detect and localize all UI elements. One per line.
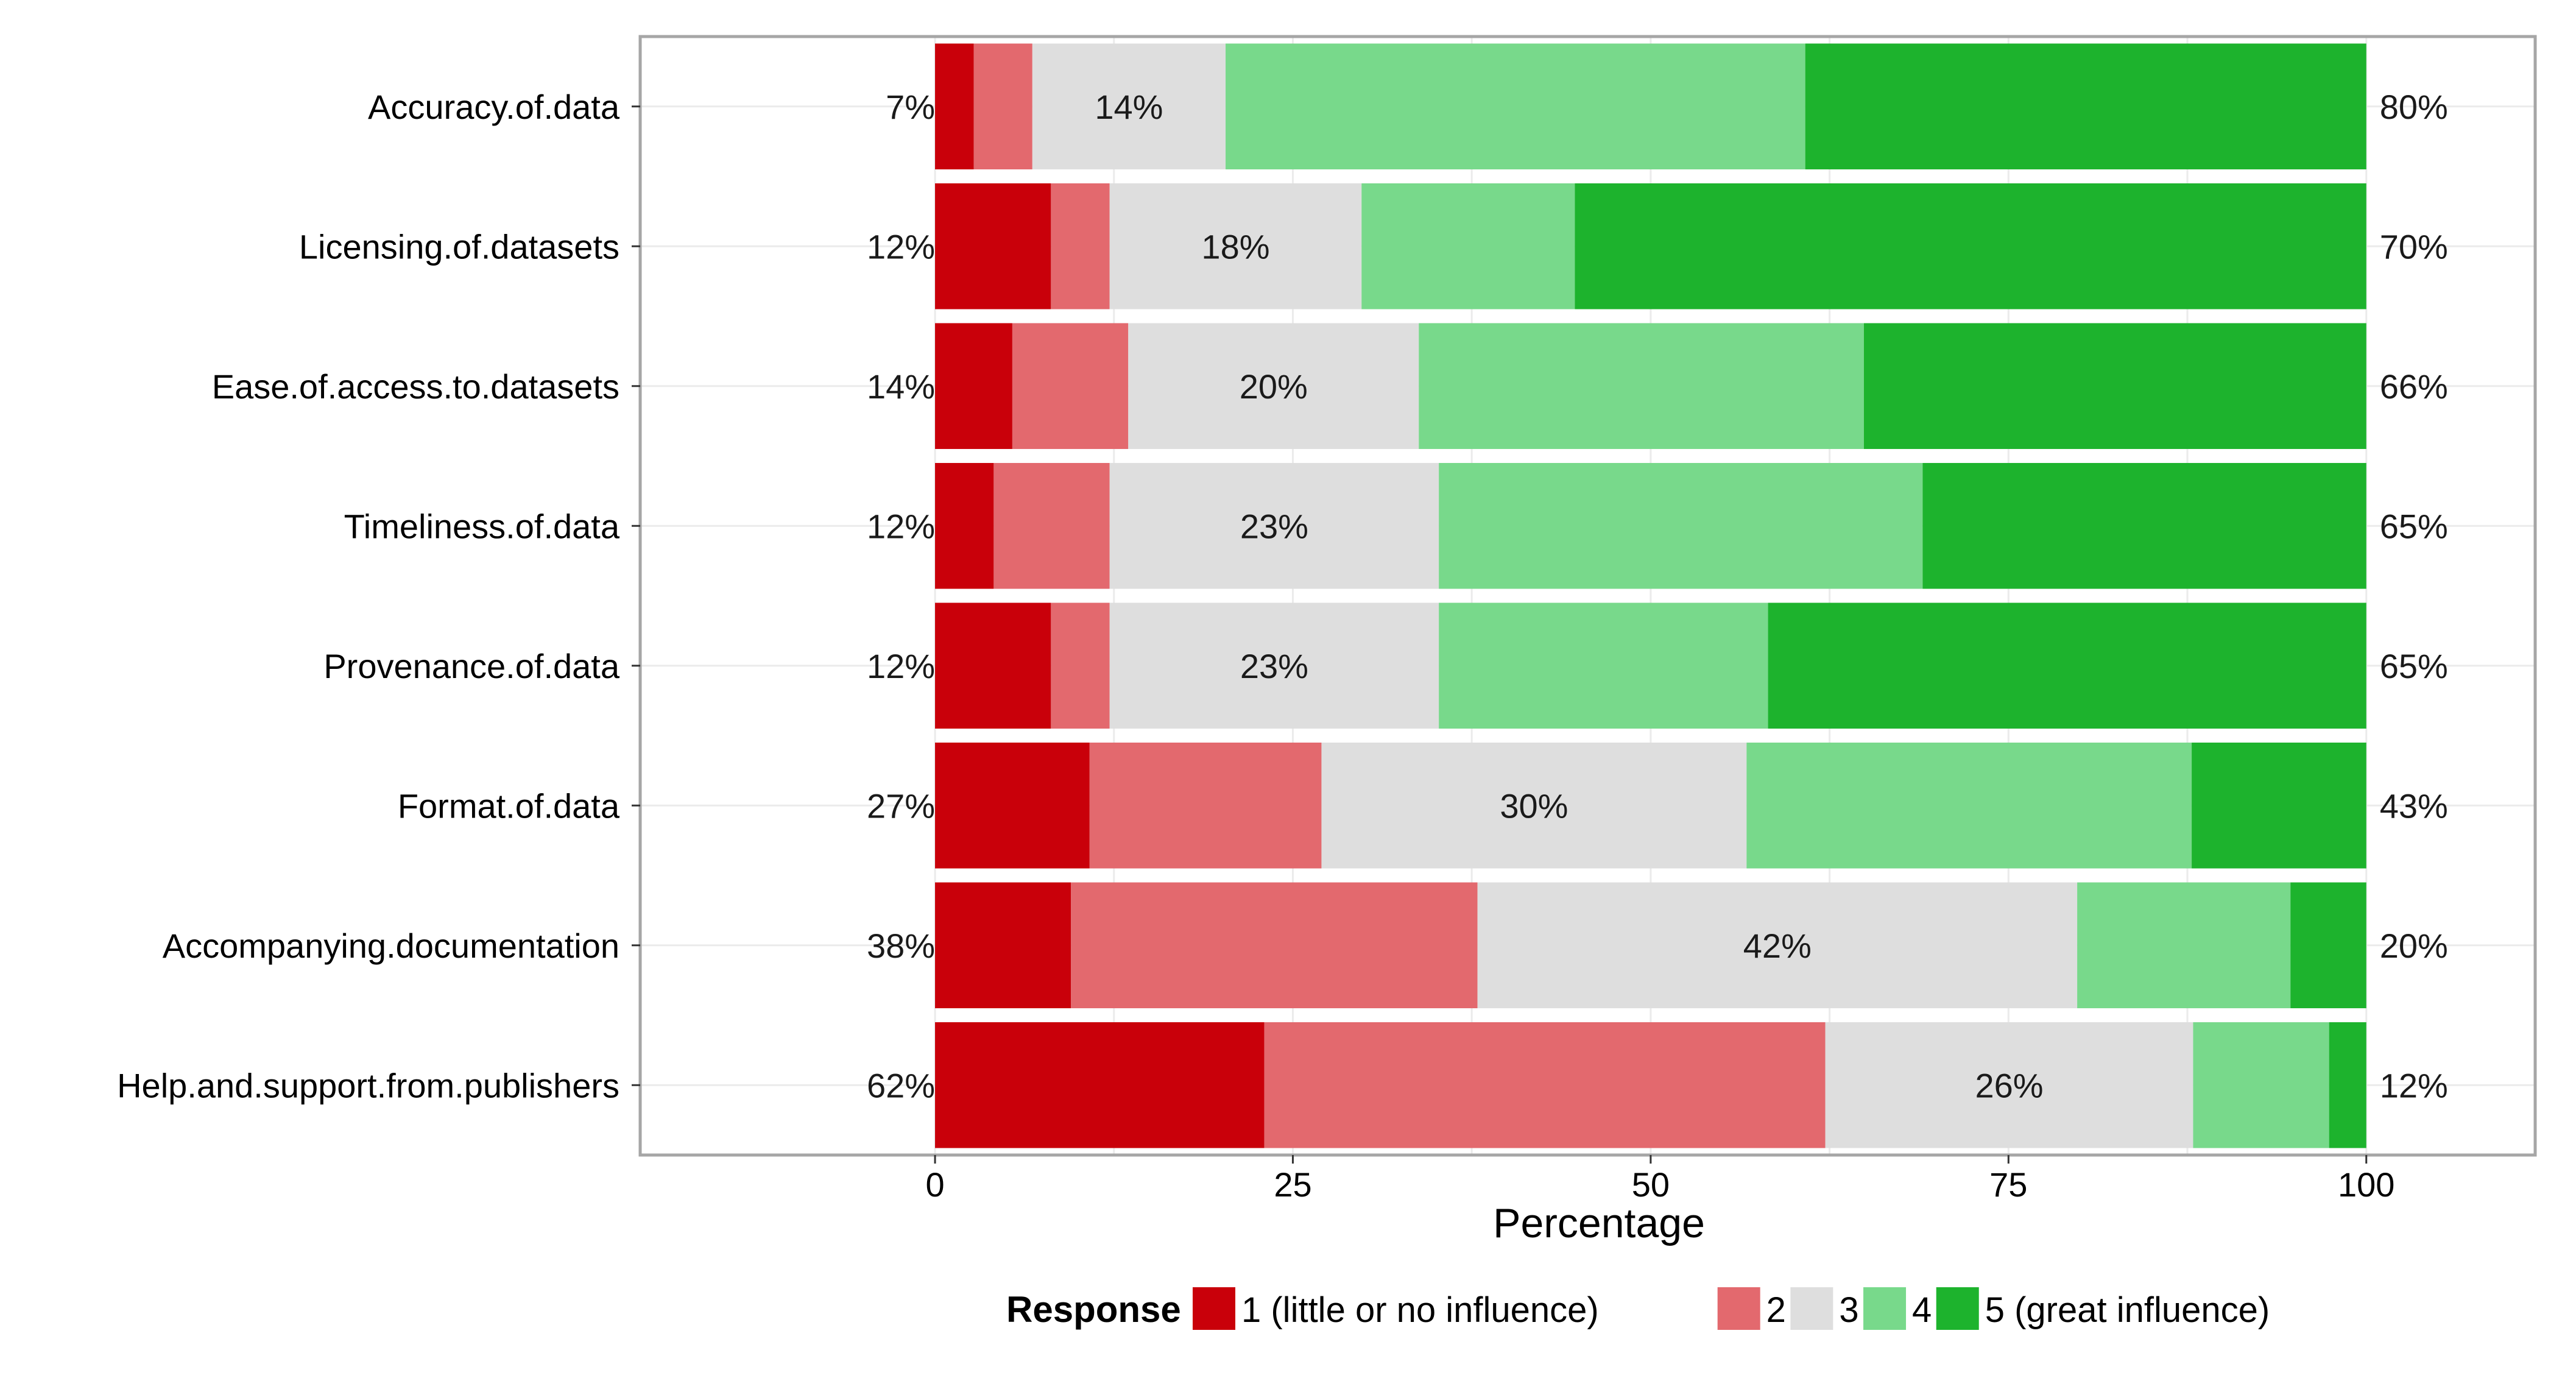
low-percent-label: 12%: [867, 507, 935, 545]
bar-segment: [935, 882, 1071, 1009]
low-percent-label: 27%: [867, 786, 935, 825]
x-axis-ticks: 0 25 50 75 100: [925, 1155, 2394, 1204]
bar-segment: [1128, 323, 1419, 450]
legend: Response 1 (little or no influence) 2 3 4 5 (…: [1006, 1287, 2270, 1330]
bar-segment: [1321, 742, 1747, 869]
x-tick-label: 75: [1989, 1165, 2027, 1204]
bar-segment: [935, 462, 994, 589]
category-labels: Accuracy.of.data Licensing.of.datasets Eas…: [117, 88, 640, 1104]
category-label: Timeliness.of.data: [344, 507, 620, 545]
neutral-percent-label: 23%: [1240, 507, 1308, 545]
bar-segment: [2193, 1022, 2329, 1148]
high-percent-label: 43%: [2380, 786, 2448, 825]
bar-segment: [1768, 602, 2366, 729]
category-label: Ease.of.access.to.datasets: [212, 367, 619, 406]
bar-segment: [1477, 882, 2078, 1009]
bar-segment: [935, 602, 1051, 729]
neutral-percent-label: 20%: [1240, 367, 1308, 406]
category-label: Accompanying.documentation: [163, 927, 619, 965]
high-percent-label: 20%: [2380, 927, 2448, 965]
low-percent-label: 62%: [867, 1066, 935, 1104]
legend-label: 3: [1839, 1290, 1858, 1330]
neutral-percent-label: 42%: [1743, 927, 1812, 965]
category-label: Format.of.data: [398, 786, 620, 825]
high-percent-label: 66%: [2380, 367, 2448, 406]
low-percent-label: 38%: [867, 927, 935, 965]
bar-segment: [1264, 1022, 1826, 1148]
legend-swatch: [1193, 1287, 1235, 1330]
bar-segment: [2290, 882, 2366, 1009]
bar-segment: [1863, 323, 2366, 450]
bar-segment: [1109, 183, 1362, 309]
bar-segment: [1051, 183, 1110, 309]
panel-border: [638, 35, 2537, 1157]
data-labels: 7% 14% 80% 12% 18% 70% 14% 20% 66% 12% 23% 65% 12% 23…: [867, 88, 2448, 1105]
bars: [935, 43, 2366, 1148]
bar-segment: [1439, 462, 1923, 589]
high-percent-label: 70%: [2380, 227, 2448, 266]
low-percent-label: 14%: [867, 367, 935, 406]
bar-segment: [1825, 1022, 2193, 1148]
bar-segment: [2077, 882, 2291, 1009]
bar-segment: [1089, 742, 1322, 869]
bar-segment: [2192, 742, 2366, 869]
bar-segment: [935, 183, 1051, 309]
bar-segment: [1071, 882, 1478, 1009]
low-percent-label: 12%: [867, 647, 935, 685]
x-tick-label: 25: [1274, 1165, 1311, 1204]
bar-segment: [1922, 462, 2366, 589]
neutral-percent-label: 30%: [1500, 786, 1568, 825]
legend-swatch: [1936, 1287, 1979, 1330]
bar-segment: [1575, 183, 2366, 309]
bar-segment: [1419, 323, 1864, 450]
high-percent-label: 12%: [2380, 1066, 2448, 1104]
neutral-percent-label: 23%: [1240, 647, 1308, 685]
bar-segment: [1051, 602, 1110, 729]
bar-segment: [1746, 742, 2192, 869]
legend-label: 4: [1912, 1290, 1932, 1330]
legend-label: 1 (little or no influence): [1241, 1290, 1599, 1330]
neutral-percent-label: 14%: [1095, 88, 1163, 126]
bar-segment: [1805, 43, 2366, 170]
x-tick-label: 50: [1632, 1165, 1670, 1204]
high-percent-label: 65%: [2380, 647, 2448, 685]
bar-segment: [1012, 323, 1129, 450]
category-label: Help.and.support.from.publishers: [117, 1066, 619, 1104]
legend-swatch: [1790, 1287, 1833, 1330]
category-label: Licensing.of.datasets: [299, 227, 619, 266]
high-percent-label: 65%: [2380, 507, 2448, 545]
x-tick-label: 100: [2338, 1165, 2394, 1204]
legend-label: 5 (great influence): [1985, 1290, 2270, 1330]
bar-segment: [935, 742, 1090, 869]
legend-swatch: [1717, 1287, 1760, 1330]
bar-segment: [1361, 183, 1575, 309]
bar-segment: [1439, 602, 1768, 729]
bar-segment: [973, 43, 1032, 170]
bar-segment: [1109, 602, 1439, 729]
high-percent-label: 80%: [2380, 88, 2448, 126]
neutral-percent-label: 18%: [1201, 227, 1269, 266]
bar-segment: [1109, 462, 1439, 589]
legend-swatch: [1863, 1287, 1907, 1330]
category-label: Provenance.of.data: [323, 647, 620, 685]
x-axis-title: Percentage: [1493, 1200, 1705, 1246]
category-label: Accuracy.of.data: [368, 88, 620, 126]
bar-segment: [993, 462, 1110, 589]
x-tick-label: 0: [925, 1165, 944, 1204]
bar-segment: [935, 43, 974, 170]
low-percent-label: 7%: [886, 88, 935, 126]
legend-label: 2: [1766, 1290, 1786, 1330]
bar-segment: [1226, 43, 1805, 170]
legend-title: Response: [1006, 1289, 1181, 1330]
neutral-percent-label: 26%: [1975, 1066, 2043, 1104]
bar-segment: [935, 1022, 1265, 1148]
bar-segment: [1032, 43, 1226, 170]
bar-segment: [935, 323, 1012, 450]
bar-segment: [2329, 1022, 2366, 1148]
low-percent-label: 12%: [867, 227, 935, 266]
